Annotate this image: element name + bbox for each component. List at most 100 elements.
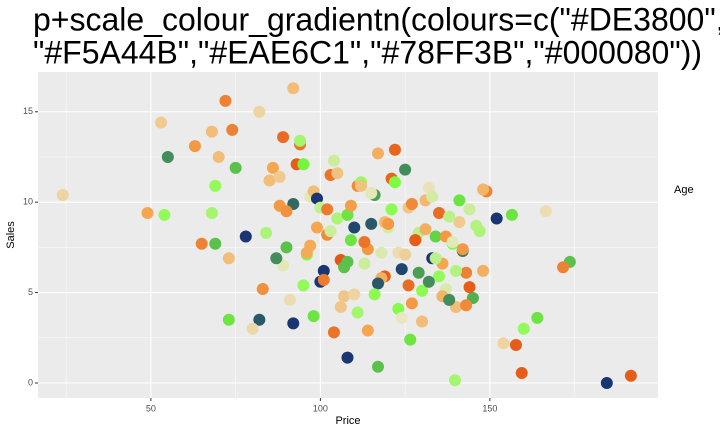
point [56, 188, 69, 201]
chart-title: "#F5A44B","#EAE6C1","#78FF3B","#000080")… [33, 34, 702, 70]
point [368, 288, 381, 301]
point [222, 252, 235, 265]
point [399, 163, 412, 176]
point [433, 207, 446, 220]
point [470, 219, 483, 232]
point [448, 374, 461, 387]
point [385, 203, 398, 216]
point [433, 270, 446, 283]
point [273, 170, 286, 183]
point [321, 203, 334, 216]
point [317, 264, 330, 277]
point [300, 246, 313, 259]
point [205, 125, 218, 138]
point [294, 134, 307, 147]
point [358, 235, 371, 248]
y-tick-label: 10 [23, 197, 33, 207]
point [463, 203, 476, 216]
point [161, 150, 174, 163]
point [515, 367, 528, 380]
y-tick-label: 5 [28, 287, 33, 297]
point [229, 161, 242, 174]
point [209, 179, 222, 192]
point [280, 241, 293, 254]
point [344, 199, 357, 212]
point [297, 279, 310, 292]
x-tick-label: 150 [482, 403, 497, 413]
point [327, 326, 340, 339]
point [341, 255, 354, 268]
point [365, 217, 378, 230]
point [297, 158, 310, 171]
point [388, 143, 401, 156]
point [324, 225, 337, 238]
point [260, 226, 273, 239]
point [141, 207, 154, 220]
point [446, 235, 459, 248]
point [449, 264, 462, 277]
point [365, 187, 378, 200]
point [205, 207, 218, 220]
point [222, 313, 235, 326]
point [399, 248, 412, 261]
point [341, 208, 354, 221]
point [287, 82, 300, 95]
chart-title: p+scale_colour_gradientn(colours=c("#DE3… [33, 1, 720, 37]
x-tick-label: 100 [313, 403, 328, 413]
point [188, 140, 201, 153]
point [341, 351, 354, 364]
x-tick-label: 50 [146, 403, 156, 413]
y-tick-label: 15 [23, 106, 33, 116]
point [443, 210, 456, 223]
point [517, 322, 530, 335]
point [158, 208, 171, 221]
point [263, 174, 276, 187]
point [557, 261, 570, 274]
point [395, 311, 408, 324]
point [419, 223, 432, 236]
point [426, 190, 439, 203]
point [405, 197, 418, 210]
legend-title: Age [674, 184, 694, 196]
y-tick-label: 0 [28, 377, 33, 387]
point [355, 179, 368, 192]
point [372, 360, 384, 373]
point [402, 279, 415, 292]
point [310, 192, 323, 205]
point [422, 275, 435, 288]
point [409, 234, 422, 247]
point [412, 266, 425, 279]
point [453, 194, 466, 207]
point [624, 369, 637, 382]
point [334, 301, 347, 314]
point [239, 230, 252, 243]
point [405, 297, 418, 310]
point [253, 313, 266, 326]
point [310, 221, 323, 234]
point [266, 161, 279, 174]
point [280, 205, 293, 218]
point [477, 264, 490, 277]
point [331, 212, 344, 225]
point [287, 317, 300, 330]
point [443, 293, 456, 306]
point [539, 205, 552, 218]
point [453, 216, 466, 229]
x-axis-label: Price [335, 415, 360, 427]
point [277, 131, 290, 144]
point [219, 94, 232, 107]
point [416, 315, 429, 328]
point [463, 281, 476, 294]
point [505, 208, 518, 221]
point [600, 376, 613, 389]
point [283, 293, 296, 306]
point [388, 176, 401, 189]
point [509, 339, 522, 352]
point [256, 282, 269, 295]
y-axis-label: Sales [5, 221, 17, 249]
point [209, 237, 222, 250]
point [422, 181, 435, 194]
point [429, 230, 442, 243]
point [195, 237, 208, 250]
point [327, 154, 340, 167]
